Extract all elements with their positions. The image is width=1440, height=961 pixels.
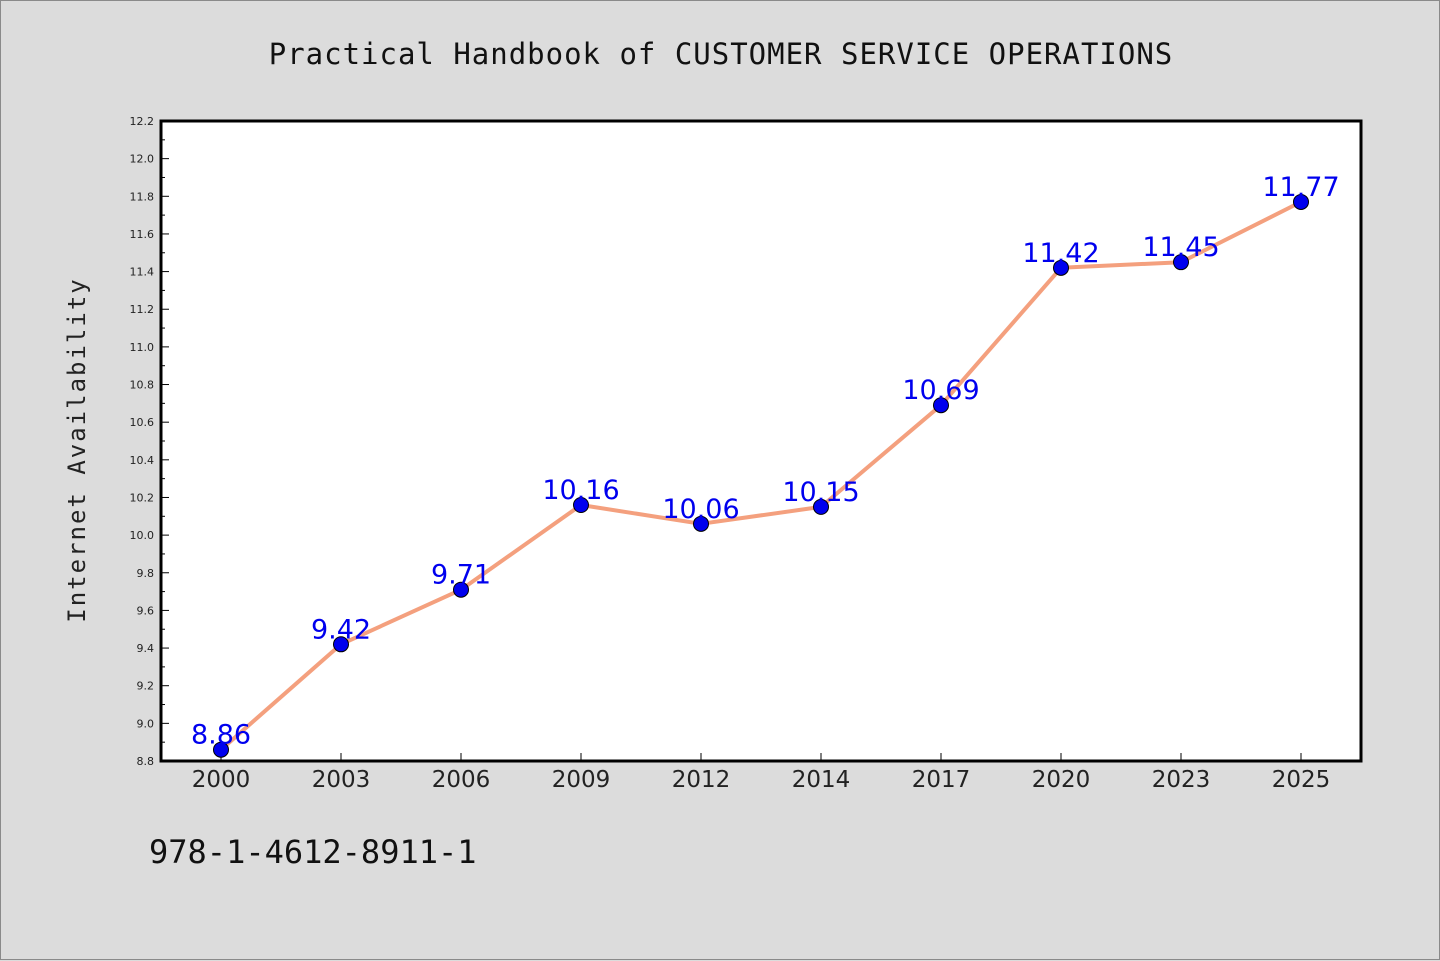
y-tick-label: 8.8 (137, 755, 155, 768)
x-tick-label: 2012 (672, 767, 731, 793)
x-tick-label: 2006 (432, 767, 491, 793)
data-point (1053, 259, 1069, 276)
y-tick-label: 9.6 (137, 604, 155, 617)
y-tick-label: 10.8 (130, 379, 155, 392)
data-point (333, 636, 349, 653)
y-tick-label: 11.2 (130, 303, 155, 316)
data-label: 11.45 (1142, 232, 1219, 263)
data-label: 8.86 (191, 720, 251, 751)
y-axis-label: Internet Availability (63, 277, 91, 622)
y-tick-label: 11.0 (130, 341, 155, 354)
x-tick-label: 2000 (192, 767, 251, 793)
series-line-group (213, 193, 1309, 758)
plot-area (161, 121, 1361, 761)
x-axis: 2000 2003 2006 2009 2012 2014 2017 2020 2023 2025 (192, 753, 1331, 793)
data-point (213, 741, 229, 758)
data-point (1293, 193, 1309, 210)
data-label: 9.71 (431, 560, 491, 591)
data-point (1173, 254, 1189, 271)
data-label: 10.69 (902, 375, 979, 406)
data-label: 9.42 (311, 614, 371, 645)
y-tick-label: 10.0 (130, 529, 155, 542)
plot-frame (159, 119, 1363, 763)
y-tick-label: 9.2 (137, 680, 155, 693)
series-line (219, 199, 1303, 752)
data-label: 10.06 (662, 494, 739, 525)
y-tick-label: 9.4 (137, 642, 155, 655)
y-tick-label: 11.6 (130, 228, 155, 241)
y-tick-label: 12.0 (130, 153, 155, 166)
x-tick-label: 2017 (912, 767, 971, 793)
y-tick-label: 10.4 (130, 454, 155, 467)
x-tick-label: 2014 (792, 767, 851, 793)
data-point (453, 581, 469, 598)
data-label: 10.16 (542, 475, 619, 506)
data-point (813, 498, 829, 515)
data-labels: 8.86 9.42 9.71 10.16 10.06 10.15 10.69 11.42 11.… (191, 172, 1340, 751)
y-tick-label: 11.4 (130, 266, 155, 279)
data-point (573, 497, 589, 513)
data-label: 11.42 (1022, 238, 1099, 269)
y-axis: 8.8 9.0 9.2 9.4 9.6 9.8 10.0 10.2 10.4 10.6 10.8 11… (130, 115, 169, 768)
y-tick-label: 12.2 (130, 115, 155, 128)
x-tick-label: 2003 (312, 767, 371, 793)
y-tick-label: 11.8 (130, 190, 155, 203)
y-tick-label: 10.2 (130, 491, 155, 504)
data-label: 11.77 (1262, 172, 1339, 203)
data-label: 10.15 (782, 477, 859, 508)
data-point (933, 397, 949, 414)
chart-title: Practical Handbook of CUSTOMER SERVICE O… (269, 37, 1174, 71)
y-tick-label: 9.8 (137, 567, 155, 580)
x-tick-label: 2020 (1032, 767, 1091, 793)
data-point (693, 515, 709, 532)
isbn-text: 978-1-4612-8911-1 (149, 833, 477, 871)
x-tick-label: 2025 (1272, 767, 1331, 793)
x-tick-label: 2009 (552, 767, 611, 793)
y-tick-label: 10.6 (130, 416, 155, 429)
y-tick-label: 9.0 (137, 717, 155, 730)
x-tick-label: 2023 (1152, 767, 1211, 793)
